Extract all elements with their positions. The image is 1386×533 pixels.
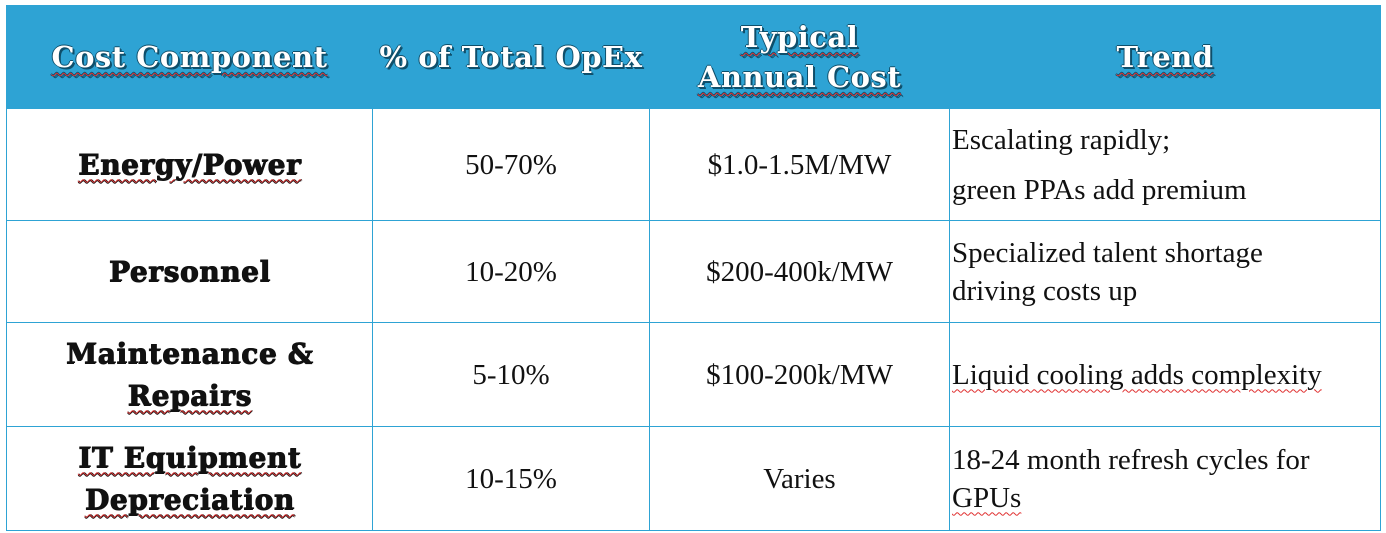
percent-cell: 10-20% <box>372 220 650 323</box>
header-trend: Trend <box>949 5 1381 109</box>
header-cost-component: Cost Component <box>6 5 373 109</box>
trend-cell: Specialized talent shortage driving cost… <box>949 220 1381 323</box>
opex-cost-table: Cost Component % of Total OpEx Typical A… <box>6 5 1381 531</box>
component-cell: Energy/Power <box>6 108 373 221</box>
table-row: Energy/Power 50-70% $1.0-1.5M/MW Escalat… <box>6 108 1381 221</box>
component-cell: IT Equipment Depreciation <box>6 426 373 531</box>
table-container: Cost Component % of Total OpEx Typical A… <box>6 5 1381 531</box>
trend-cell: 18-24 month refresh cycles for GPUs <box>949 426 1381 531</box>
component-cell: Personnel <box>6 220 373 323</box>
trend-cell: Liquid cooling adds complexity <box>949 322 1381 427</box>
cost-cell: $100-200k/MW <box>649 322 950 427</box>
table-row: IT Equipment Depreciation 10-15% Varies … <box>6 426 1381 531</box>
table-row: Personnel 10-20% $200-400k/MW Specialize… <box>6 220 1381 323</box>
header-row: Cost Component % of Total OpEx Typical A… <box>6 5 1381 109</box>
table-row: Maintenance & Repairs 5-10% $100-200k/MW… <box>6 322 1381 427</box>
cost-cell: Varies <box>649 426 950 531</box>
header-annual-cost: Typical Annual Cost <box>649 5 950 109</box>
percent-cell: 10-15% <box>372 426 650 531</box>
percent-cell: 5-10% <box>372 322 650 427</box>
header-percent-opex: % of Total OpEx <box>372 5 650 109</box>
component-cell: Maintenance & Repairs <box>6 322 373 427</box>
cost-cell: $1.0-1.5M/MW <box>649 108 950 221</box>
cost-cell: $200-400k/MW <box>649 220 950 323</box>
percent-cell: 50-70% <box>372 108 650 221</box>
trend-cell: Escalating rapidly; green PPAs add premi… <box>949 108 1381 221</box>
